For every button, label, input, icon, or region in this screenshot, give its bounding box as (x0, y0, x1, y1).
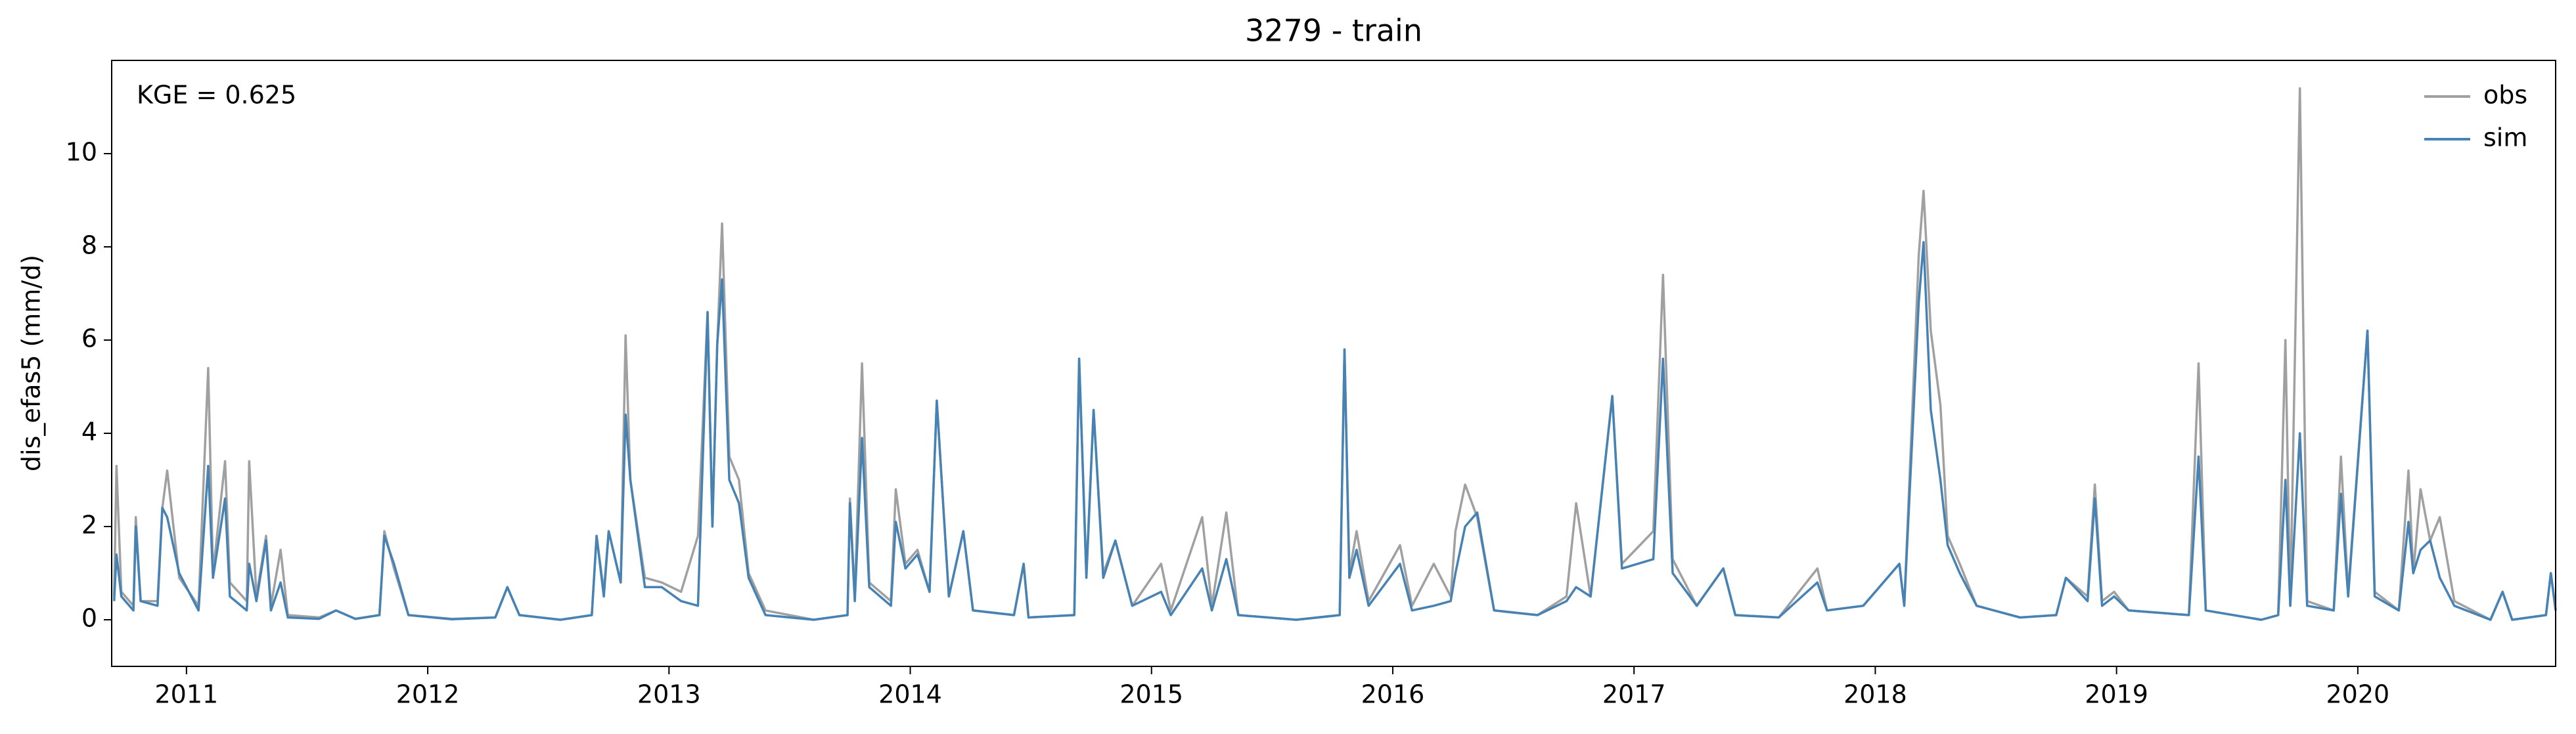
y-tick-label: 8 (81, 231, 97, 260)
x-tick-label: 2015 (1119, 680, 1183, 709)
chart-title: 3279 - train (1245, 13, 1422, 49)
y-tick-label: 6 (81, 324, 97, 353)
legend-label: sim (2483, 123, 2527, 152)
x-tick-label: 2011 (154, 680, 218, 709)
x-tick-label: 2016 (1361, 680, 1425, 709)
plot-frame (111, 60, 2556, 667)
x-tick-label: 2014 (878, 680, 942, 709)
y-tick-label: 0 (81, 604, 97, 633)
y-tick-label: 2 (81, 511, 97, 540)
y-axis-label: dis_efas5 (mm/d) (17, 255, 46, 471)
series-line (112, 87, 2557, 621)
series-line (112, 241, 2557, 621)
y-tick-label: 10 (66, 138, 97, 167)
legend-label: obs (2483, 81, 2527, 110)
annotation: KGE = 0.625 (137, 81, 296, 110)
x-tick-label: 2019 (2085, 680, 2148, 709)
x-tick-label: 2012 (396, 680, 460, 709)
x-tick-label: 2018 (1843, 680, 1907, 709)
x-tick-label: 2020 (2326, 680, 2390, 709)
x-tick-label: 2013 (637, 680, 701, 709)
x-tick-label: 2017 (1602, 680, 1666, 709)
y-tick-label: 4 (81, 418, 97, 446)
